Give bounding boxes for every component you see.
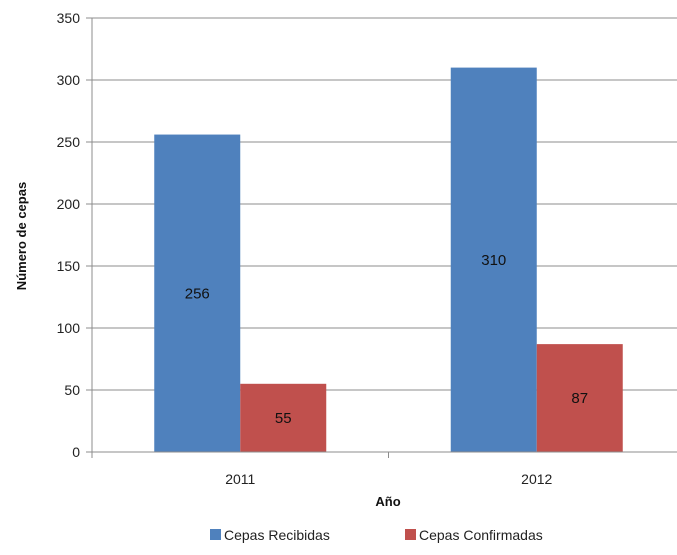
x-tick-label: 2011 bbox=[225, 471, 255, 487]
y-tick-label: 300 bbox=[57, 72, 81, 88]
bar bbox=[240, 383, 327, 452]
data-label: 87 bbox=[571, 390, 588, 407]
y-tick-labels: 0 50 100 150 200 250 300 350 bbox=[57, 10, 81, 460]
legend: Cepas Recibidas Cepas Confirmadas bbox=[210, 527, 543, 543]
y-tick-label: 150 bbox=[57, 258, 81, 274]
legend-swatch bbox=[210, 529, 221, 540]
y-tick-label: 0 bbox=[72, 444, 80, 460]
legend-label: Cepas Confirmadas bbox=[419, 527, 543, 543]
data-label: 310 bbox=[481, 252, 506, 269]
axes bbox=[86, 17, 677, 458]
data-label: 55 bbox=[275, 410, 292, 427]
data-label: 256 bbox=[185, 285, 210, 302]
legend-swatch bbox=[405, 529, 416, 540]
y-tick-label: 100 bbox=[57, 320, 81, 336]
y-tick-label: 350 bbox=[57, 10, 81, 26]
bar bbox=[154, 134, 241, 452]
y-axis-title: Número de cepas bbox=[14, 182, 29, 290]
x-tick-label: 2012 bbox=[521, 471, 552, 487]
y-tick-label: 200 bbox=[57, 196, 81, 212]
bar bbox=[536, 344, 623, 452]
bars bbox=[154, 67, 623, 452]
y-tick-label: 50 bbox=[64, 382, 80, 398]
x-axis-title: Año bbox=[375, 494, 400, 509]
data-labels: 256 55 310 87 bbox=[185, 252, 588, 427]
y-tick-label: 250 bbox=[57, 134, 81, 150]
x-tick-labels: 2011 2012 bbox=[225, 471, 552, 487]
bar bbox=[450, 67, 537, 452]
legend-label: Cepas Recibidas bbox=[224, 527, 330, 543]
